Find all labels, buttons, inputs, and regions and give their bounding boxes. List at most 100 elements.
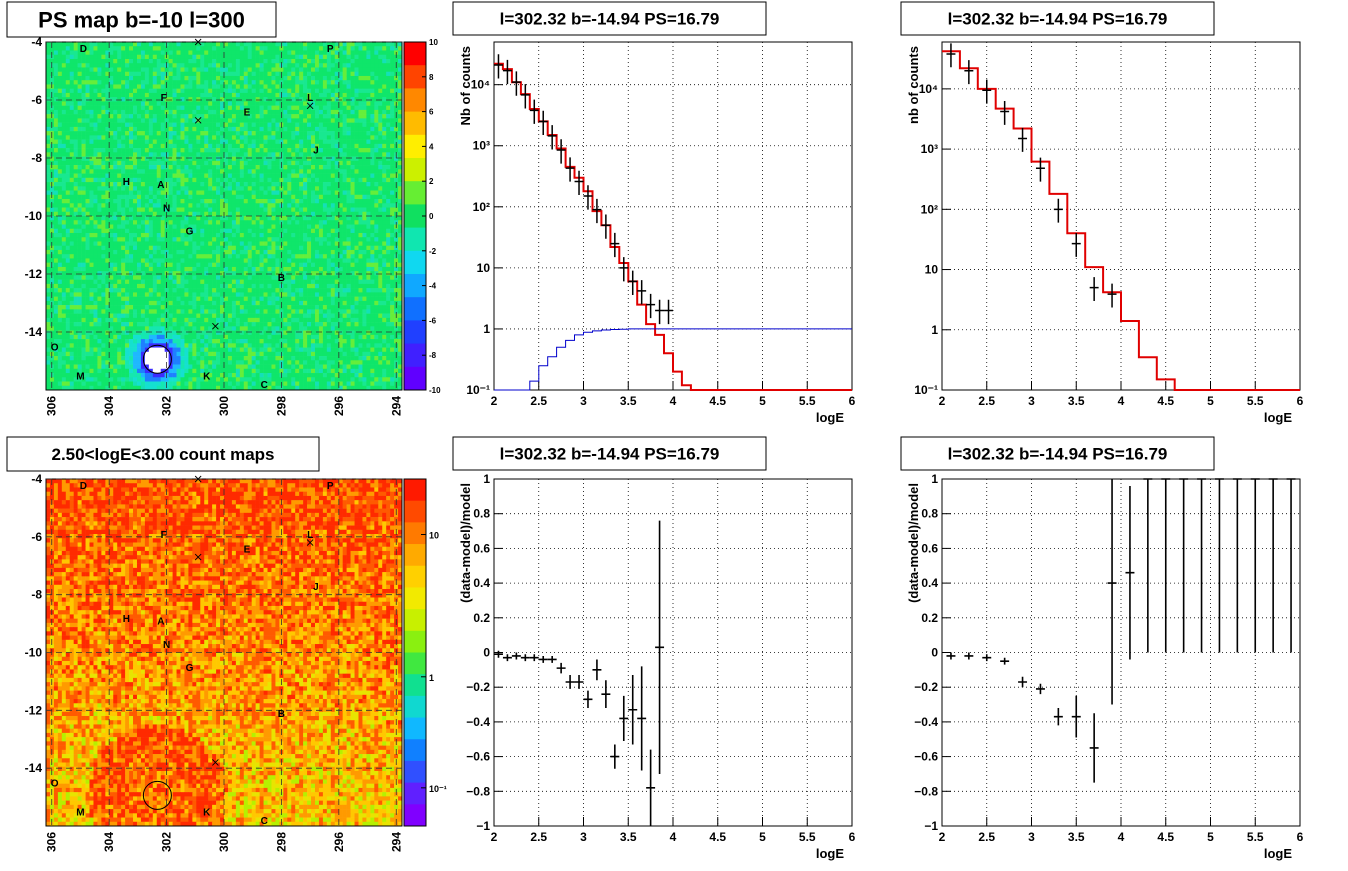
panel-1-cell	[196, 126, 201, 132]
panel-1-cell	[97, 232, 102, 238]
panel-1-cell	[65, 186, 71, 191]
panel-1-cell	[378, 50, 383, 56]
panel-1-cell	[184, 160, 189, 166]
panel-1-cell	[168, 199, 173, 204]
panel-1-cell	[303, 71, 308, 77]
panel-1-cell	[77, 63, 82, 68]
panel-1-cell	[394, 75, 399, 81]
panel-1-cell	[322, 186, 328, 191]
panel-1-cell	[370, 190, 375, 196]
panel-1-cell	[220, 42, 225, 47]
panel-1-cell	[196, 216, 201, 221]
panel-1-cell	[160, 203, 165, 208]
panel-1-cell	[374, 80, 379, 85]
panel-1-cell	[172, 122, 177, 128]
panel-1-cell	[208, 84, 213, 89]
panel-1-cell	[212, 203, 217, 208]
panel-1-cell	[231, 245, 237, 251]
panel-1-cell	[200, 275, 205, 280]
panel-1-cell	[148, 105, 154, 111]
panel-1-cell	[243, 42, 249, 47]
panel-1-cell	[318, 249, 324, 255]
panel-1-cell	[148, 160, 154, 166]
panel-1-cell	[370, 165, 375, 170]
panel-1-cell	[105, 101, 110, 106]
panel-1-cell	[93, 131, 98, 136]
panel-1-cell	[125, 148, 130, 153]
panel-1-cell	[136, 199, 142, 204]
panel-1-cell	[125, 71, 130, 77]
panel-1-cell	[235, 220, 241, 225]
panel-1-cell	[398, 211, 403, 217]
panel-1-cell	[370, 54, 375, 60]
panel-1-cell	[93, 75, 98, 81]
panel-1-cell	[192, 169, 197, 174]
panel-1-cell	[318, 114, 324, 119]
panel-1-cell	[326, 50, 332, 56]
panel-1-cell	[227, 232, 233, 238]
panel-1-cell	[140, 126, 146, 132]
panel-1-cell	[346, 228, 351, 234]
panel-1-cell	[212, 224, 217, 230]
panel-1-cell	[168, 165, 173, 170]
panel-1-cell	[208, 271, 213, 276]
panel-1-cell	[295, 177, 300, 183]
panel-1-cell	[326, 228, 332, 234]
panel-1-cell	[255, 169, 260, 174]
panel-1-cell	[275, 237, 280, 242]
panel-1-cell	[200, 101, 205, 106]
panel-1-cell	[220, 148, 225, 153]
panel-1-cell	[398, 118, 403, 123]
panel-1-cell	[386, 203, 391, 208]
panel-1-cell	[101, 203, 106, 208]
panel-1-cell	[200, 148, 205, 153]
panel-1-cell	[73, 165, 78, 170]
panel-1-cell	[133, 63, 138, 68]
panel-1-cell	[231, 228, 237, 234]
panel-1-cell	[267, 71, 272, 77]
panel-1-cell	[133, 84, 138, 89]
panel-1-cell	[192, 152, 197, 157]
panel-1-cell	[295, 165, 300, 170]
panel-1-cell	[326, 165, 332, 170]
panel-1-cell	[200, 190, 205, 196]
panel-1-cell	[287, 75, 292, 81]
panel-1-cell	[326, 199, 332, 204]
panel-1-cell	[398, 122, 403, 128]
panel-1-cell	[322, 101, 328, 106]
panel-1-cell	[133, 262, 138, 268]
panel-1-cell	[239, 143, 245, 149]
panel-1-cell	[200, 258, 205, 263]
panel-1-cell	[386, 101, 391, 106]
panel-1-cell	[224, 194, 229, 200]
panel-1-cell	[73, 126, 78, 132]
panel-1-cell	[160, 135, 165, 140]
panel-1-cell	[152, 58, 158, 64]
panel-1-cell	[239, 258, 245, 263]
panel-1-cell	[390, 237, 395, 242]
panel-1-cell	[216, 224, 221, 230]
panel-1-cell	[188, 173, 193, 179]
panel-1-cell	[382, 216, 387, 221]
panel-1-cell	[275, 182, 280, 187]
panel-1-cell	[117, 271, 122, 276]
panel-1-cell	[235, 126, 241, 132]
panel-1-cell	[386, 182, 391, 187]
panel-1-cell	[97, 152, 102, 157]
panel-1-cell	[81, 122, 86, 128]
panel-1-cell	[192, 173, 197, 179]
panel-1-cell	[311, 46, 316, 51]
panel-1-cell	[330, 122, 336, 128]
panel-1-cell	[53, 114, 59, 119]
panel-1-cell	[109, 275, 114, 280]
panel-1-cell	[61, 50, 67, 56]
panel-1-cell	[220, 275, 225, 280]
panel-1-cell	[176, 220, 181, 225]
panel-1-cell	[121, 241, 126, 246]
panel-1-cell	[152, 224, 158, 230]
panel-1-cell	[168, 207, 173, 213]
panel-1-cell	[200, 266, 205, 272]
panel-1-cell	[196, 109, 201, 115]
panel-1-cell	[235, 262, 241, 268]
panel-1-cell	[291, 143, 296, 149]
